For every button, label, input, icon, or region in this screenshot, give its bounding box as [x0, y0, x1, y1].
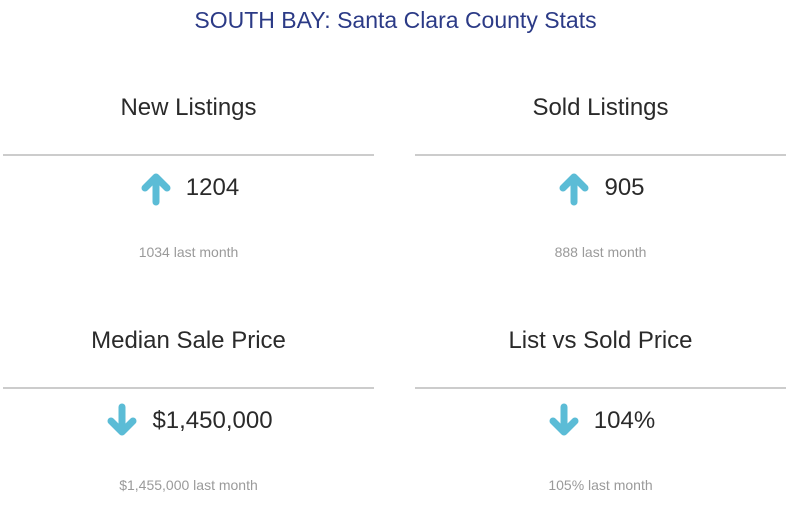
stat-value: $1,450,000: [152, 407, 273, 434]
last-month-value: $1,455,000 last month: [119, 477, 258, 493]
card-title: New Listings: [120, 94, 257, 121]
card-title: Sold Listings: [532, 94, 669, 121]
arrow-down-icon: [107, 403, 137, 436]
value-row: $1,450,000: [3, 403, 374, 439]
divider: [3, 154, 374, 156]
value-row: 905: [415, 170, 786, 206]
last-month-value: 105% last month: [548, 477, 653, 493]
divider: [415, 154, 786, 156]
last-month-value: 1034 last month: [138, 244, 239, 260]
stat-value: 905: [604, 174, 645, 201]
value-row: 104%: [415, 403, 786, 439]
stat-card-new-listings: New Listings 1204 1034 last month: [3, 94, 374, 274]
page-title: SOUTH BAY: Santa Clara County Stats: [194, 7, 597, 33]
divider: [3, 387, 374, 389]
arrow-down-icon: [549, 403, 579, 436]
stat-card-list-vs-sold-price: List vs Sold Price 104% 105% last month: [415, 327, 786, 507]
stat-value: 1204: [185, 174, 240, 201]
card-title: List vs Sold Price: [508, 327, 693, 354]
divider: [415, 387, 786, 389]
stat-card-median-sale-price: Median Sale Price $1,450,000 $1,455,000 …: [3, 327, 374, 507]
stat-card-sold-listings: Sold Listings 905 888 last month: [415, 94, 786, 274]
stat-value: 104%: [593, 407, 656, 434]
card-title: Median Sale Price: [91, 327, 286, 354]
last-month-value: 888 last month: [554, 244, 647, 260]
arrow-up-icon: [559, 173, 589, 206]
value-row: 1204: [3, 170, 374, 206]
arrow-up-icon: [141, 173, 171, 206]
